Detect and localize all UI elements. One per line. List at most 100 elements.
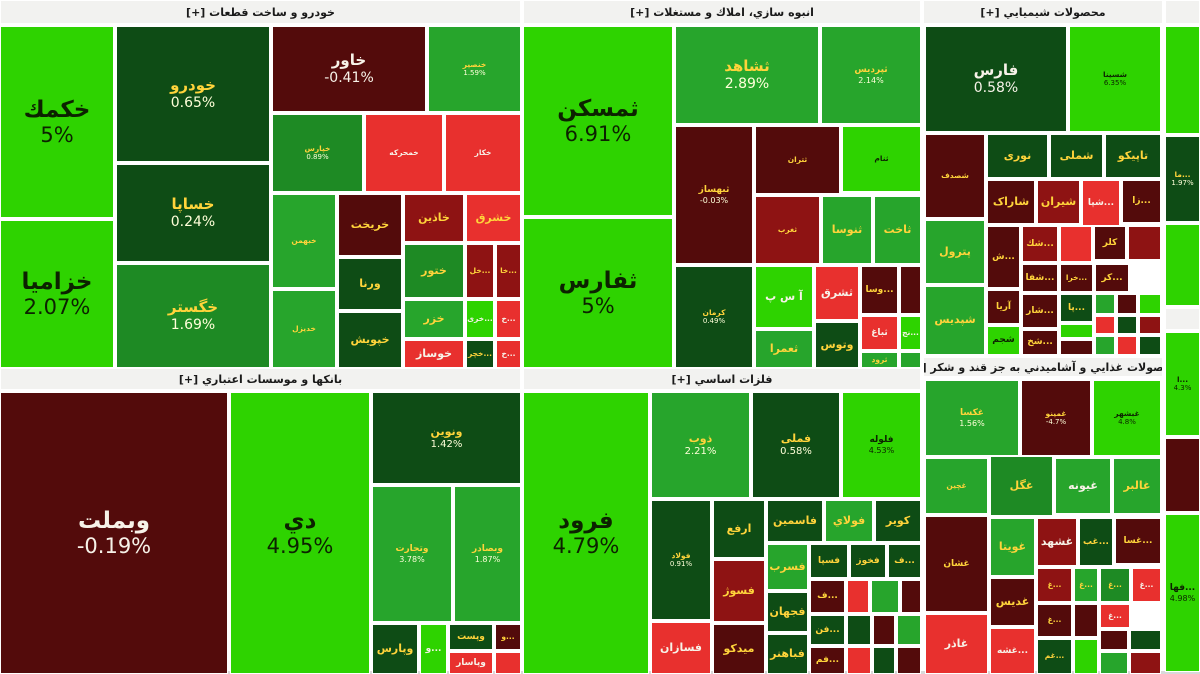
stock-cell-ونوین[interactable]: ونوین 1.42% bbox=[372, 392, 521, 484]
stock-cell[interactable] bbox=[1060, 340, 1093, 355]
stock-cell-فلوله[interactable]: فلوله 4.53% bbox=[842, 392, 921, 498]
stock-cell-کلر[interactable]: کلر bbox=[1094, 226, 1126, 260]
stock-cell-فسپا[interactable]: فسپا bbox=[810, 544, 848, 578]
stock-cell-خ[interactable]: ...خ bbox=[496, 300, 521, 338]
stock-cell-خاور[interactable]: خاور -0.41% bbox=[272, 26, 426, 112]
stock-cell-ثشرق[interactable]: ثشرق bbox=[815, 266, 859, 320]
stock-cell-شصدف[interactable]: شصدف bbox=[925, 134, 985, 218]
stock-cell-زا[interactable]: ...زا bbox=[1122, 180, 1161, 223]
stock-cell-فم[interactable]: ...فم bbox=[810, 647, 845, 674]
stock-cell-ثپردیس[interactable]: ثپردیس 2.14% bbox=[821, 26, 921, 124]
stock-cell-غ[interactable]: ...غ bbox=[1100, 568, 1130, 602]
stock-cell-ثباغ[interactable]: ثباغ bbox=[861, 316, 898, 350]
stock-cell-و[interactable]: ...و bbox=[495, 624, 521, 650]
stock-cell-شیران[interactable]: شیران bbox=[1037, 180, 1080, 224]
stock-cell-غشه[interactable]: ...غشه bbox=[990, 628, 1035, 674]
stock-cell-فولاي[interactable]: فولاي bbox=[825, 500, 873, 542]
stock-cell-وتجارت[interactable]: وتجارت 3.78% bbox=[372, 486, 452, 622]
stock-cell-ثاخت[interactable]: ثاخت bbox=[874, 196, 921, 264]
stock-cell-نوری[interactable]: نوری bbox=[987, 134, 1048, 178]
stock-cell-خل[interactable]: ...خل bbox=[466, 244, 494, 298]
stock-cell-شسینا[interactable]: شسینا 6.35% bbox=[1069, 26, 1161, 132]
stock-cell-فها[interactable]: ...فها 4.98% bbox=[1165, 514, 1200, 672]
stock-cell[interactable] bbox=[1074, 639, 1098, 674]
stock-cell-خاذین[interactable]: خاذین bbox=[404, 194, 464, 242]
stock-cell-ف[interactable]: ...ف bbox=[888, 544, 921, 578]
stock-cell-وسا[interactable]: ...وسا bbox=[861, 266, 898, 314]
stock-cell[interactable] bbox=[1095, 316, 1115, 334]
stock-cell[interactable] bbox=[900, 352, 921, 368]
stock-cell-فسازان[interactable]: فسازان bbox=[651, 622, 711, 674]
stock-cell-غیونه[interactable]: غیونه bbox=[1055, 458, 1111, 514]
stock-cell-فولاد[interactable]: فولاد 0.91% bbox=[651, 500, 711, 620]
stock-cell-غدیس[interactable]: غدیس bbox=[990, 578, 1035, 626]
stock-cell-ثعمرا[interactable]: ثعمرا bbox=[755, 330, 813, 368]
stock-cell[interactable] bbox=[847, 647, 871, 674]
stock-cell-ا[interactable]: ...ا 4.3% bbox=[1165, 332, 1200, 436]
stock-cell-شاراک[interactable]: شاراک bbox=[987, 180, 1035, 224]
sector-header-food[interactable]: محصولات غذایي و آشامیدني به جز قند و شکر… bbox=[923, 357, 1163, 377]
stock-cell-شخ[interactable]: ...شخ bbox=[1022, 330, 1058, 355]
stock-cell-غ[interactable]: ...غ bbox=[1037, 568, 1072, 602]
sector-header-metals[interactable]: فلزات اساسي [+] bbox=[523, 368, 921, 390]
stock-cell-غاذر[interactable]: غاذر bbox=[925, 614, 988, 674]
stock-cell-شفا[interactable]: ...شفا bbox=[1022, 264, 1058, 292]
stock-cell[interactable] bbox=[1130, 630, 1161, 650]
stock-cell[interactable] bbox=[1060, 324, 1093, 338]
stock-cell-ثنوسا[interactable]: ثنوسا bbox=[822, 196, 872, 264]
stock-cell-خگستر[interactable]: خگستر 1.69% bbox=[116, 264, 270, 368]
stock-cell-غویتا[interactable]: غویتا bbox=[990, 518, 1035, 576]
stock-cell-ثفارس[interactable]: ثفارس 5% bbox=[523, 218, 673, 368]
sector-header-auto[interactable]: خودرو و ساخت قطعات [+] bbox=[0, 0, 521, 24]
stock-cell-ثتران[interactable]: ثتران bbox=[755, 126, 840, 194]
stock-cell-ثنام[interactable]: ثنام bbox=[842, 126, 921, 192]
stock-cell-غشهد[interactable]: غشهد bbox=[1037, 518, 1077, 566]
stock-cell[interactable] bbox=[1130, 652, 1161, 674]
stock-cell-فن[interactable]: ...فن bbox=[810, 615, 845, 645]
stock-cell[interactable] bbox=[1139, 294, 1161, 314]
stock-cell-ورنا[interactable]: ورنا bbox=[338, 258, 402, 310]
stock-cell[interactable] bbox=[847, 615, 871, 645]
stock-cell-شجم[interactable]: شجم bbox=[987, 326, 1020, 355]
stock-cell-کرمان[interactable]: کرمان 0.49% bbox=[675, 266, 753, 368]
stock-cell-غسا[interactable]: ...غسا bbox=[1115, 518, 1161, 564]
stock-cell-غ[interactable]: ...غ bbox=[1100, 604, 1130, 628]
stock-cell[interactable] bbox=[1165, 224, 1200, 306]
sector-header-chemicals[interactable]: محصولات شیمیایي [+] bbox=[923, 0, 1163, 24]
stock-cell-فباهنر[interactable]: فباهنر bbox=[767, 634, 808, 674]
stock-cell-خكمك[interactable]: خكمك 5% bbox=[0, 26, 114, 218]
stock-cell-شملی[interactable]: شملی bbox=[1050, 134, 1103, 178]
stock-cell[interactable] bbox=[873, 615, 895, 645]
stock-cell-ثبهساز[interactable]: ثبهساز -0.03% bbox=[675, 126, 753, 264]
stock-cell-و[interactable]: ...و bbox=[420, 624, 447, 674]
stock-cell-شك[interactable]: ...شك bbox=[1022, 226, 1058, 262]
stock-cell-آ س پ[interactable]: آ س پ bbox=[755, 266, 813, 328]
stock-cell-خكار[interactable]: خكار bbox=[445, 114, 521, 192]
stock-cell[interactable] bbox=[1117, 316, 1137, 334]
stock-cell-ارفع[interactable]: ارفع bbox=[713, 500, 765, 558]
stock-cell-ثغرب[interactable]: ثغرب bbox=[755, 196, 820, 264]
stock-cell-پا[interactable]: ...پا bbox=[1060, 294, 1093, 322]
stock-cell-ختور[interactable]: ختور bbox=[404, 244, 464, 298]
stock-cell-ف[interactable]: ...ف bbox=[810, 580, 845, 613]
stock-cell[interactable] bbox=[1074, 604, 1098, 637]
stock-cell-وبصادر[interactable]: وبصادر 1.87% bbox=[454, 486, 521, 622]
sector-header-real-estate[interactable]: انبوه سازي، املاك و مستغلات [+] bbox=[523, 0, 921, 24]
sector-header-banks[interactable]: بانکها و موسسات اعتباري [+] bbox=[0, 368, 521, 390]
stock-cell-فملی[interactable]: فملی 0.58% bbox=[752, 392, 840, 498]
stock-cell-وبملت[interactable]: وبملت -0.19% bbox=[0, 392, 228, 674]
stock-cell[interactable] bbox=[1095, 336, 1115, 355]
stock-cell-غمینو[interactable]: غمینو -4.7% bbox=[1021, 380, 1091, 456]
stock-cell-خا[interactable]: ...خا bbox=[496, 244, 521, 298]
stock-cell[interactable] bbox=[495, 652, 521, 674]
stock-cell-فارس[interactable]: فارس 0.58% bbox=[925, 26, 1067, 132]
stock-cell-فسوژ[interactable]: فسوژ bbox=[713, 560, 765, 622]
stock-cell-ثمسکن[interactable]: ثمسکن 6.91% bbox=[523, 26, 673, 216]
stock-cell[interactable] bbox=[897, 615, 921, 645]
stock-cell[interactable] bbox=[901, 580, 921, 613]
stock-cell[interactable] bbox=[1165, 26, 1200, 134]
stock-cell[interactable] bbox=[1095, 294, 1115, 314]
stock-cell-نج[interactable]: ...نج bbox=[900, 316, 921, 350]
stock-cell-فخوز[interactable]: فخوز bbox=[850, 544, 886, 578]
stock-cell-ذوب[interactable]: ذوب 2.21% bbox=[651, 392, 750, 498]
